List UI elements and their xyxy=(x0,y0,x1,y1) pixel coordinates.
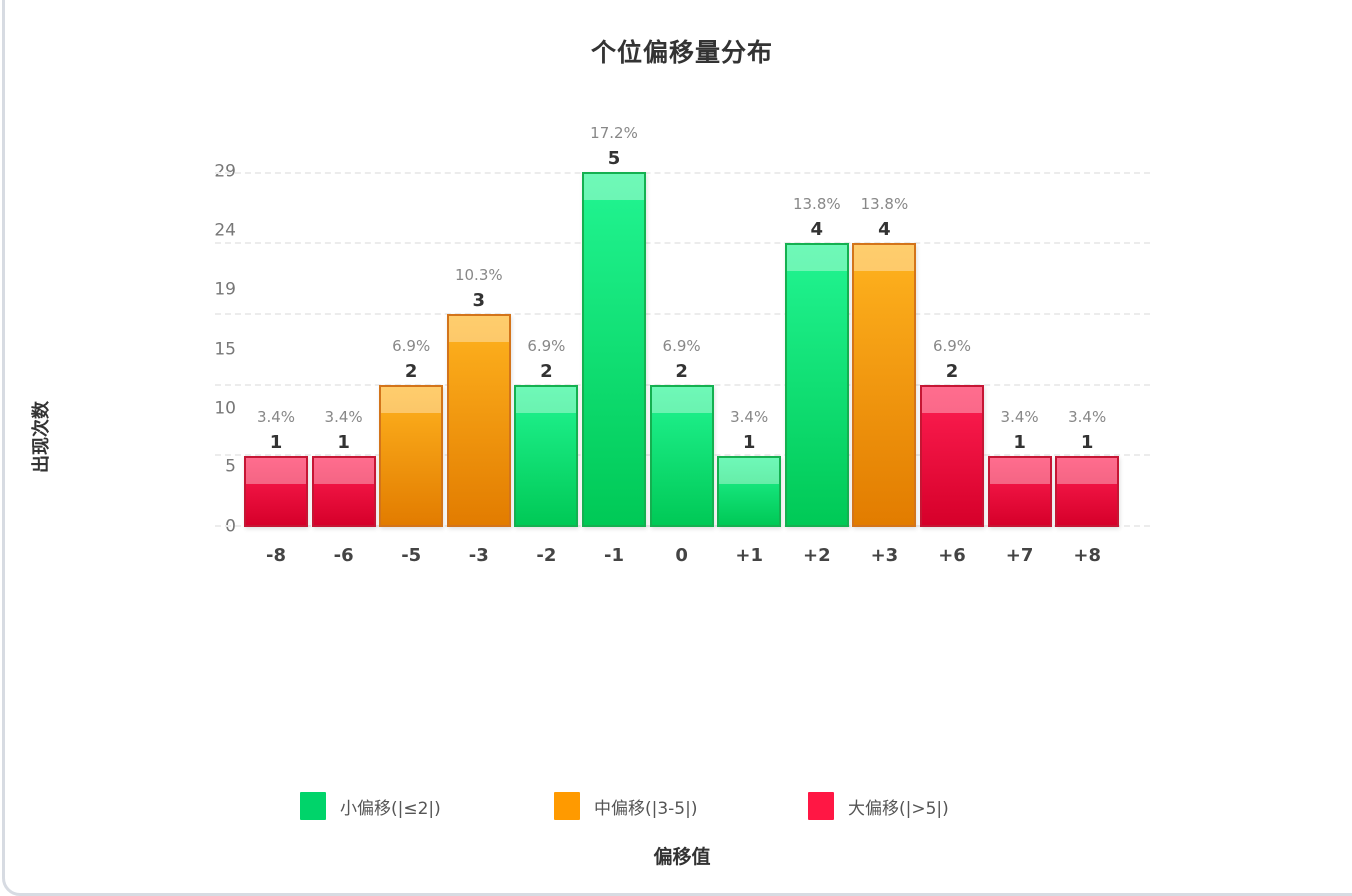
legend-swatch-red xyxy=(808,792,834,820)
y-axis-title: 出现次数 xyxy=(31,401,52,473)
bar--3[interactable] xyxy=(446,314,511,527)
bar-+8[interactable] xyxy=(1055,456,1120,527)
x-tick-label: +6 xyxy=(938,545,966,566)
bar-highlight xyxy=(381,387,442,413)
bar-percent-label: 6.9% xyxy=(932,337,972,355)
bar-highlight xyxy=(786,245,847,271)
bar-percent-label: 3.4% xyxy=(730,408,769,426)
y-tick-label: 24 xyxy=(214,220,236,241)
bar-+1[interactable] xyxy=(717,456,782,527)
bar-percent-label: 6.9% xyxy=(662,337,701,355)
gridline xyxy=(215,313,1150,315)
x-tick-label: +3 xyxy=(870,545,899,566)
bar-count-label: 2 xyxy=(675,361,688,382)
bar-highlight xyxy=(448,316,509,342)
x-tick-label: +7 xyxy=(1005,545,1034,566)
bar-highlight xyxy=(854,245,915,271)
bar-percent-label: 3.4% xyxy=(1068,408,1107,426)
bar-highlight xyxy=(651,387,712,413)
y-tick-label: 5 xyxy=(225,456,236,477)
bar-count-label: 1 xyxy=(269,432,283,453)
bar-count-label: 1 xyxy=(337,432,350,453)
bar-percent-label: 13.8% xyxy=(860,195,909,213)
bar-percent-label: 10.3% xyxy=(454,266,503,284)
bar-highlight xyxy=(313,458,374,484)
bar-+3[interactable] xyxy=(852,243,917,527)
bar-percent-label: 17.2% xyxy=(590,124,638,142)
x-tick-label: -3 xyxy=(468,545,489,566)
bar-highlight xyxy=(246,458,306,484)
bar-highlight xyxy=(922,387,982,413)
x-axis-title: 偏移值 xyxy=(653,846,711,868)
bar-highlight xyxy=(989,458,1050,484)
y-tick-label: 29 xyxy=(214,161,236,182)
bar-highlight xyxy=(584,174,644,200)
bar--6[interactable] xyxy=(311,456,376,527)
x-tick-label: -2 xyxy=(536,545,557,566)
legend-label: 中偏移(|3-5|) xyxy=(594,798,698,819)
bar-count-label: 1 xyxy=(742,432,756,453)
x-tick-label: -6 xyxy=(333,545,354,566)
x-tick-label: -5 xyxy=(401,545,422,566)
bar-+6[interactable] xyxy=(920,385,984,527)
x-tick-label: +1 xyxy=(735,545,763,566)
bar-count-label: 2 xyxy=(404,361,418,382)
bar-+7[interactable] xyxy=(987,456,1052,527)
y-tick-label: 15 xyxy=(214,339,236,360)
legend-label: 大偏移(|>5|) xyxy=(848,798,949,819)
legend-item-small-offset[interactable]: 小偏移(|≤2|) xyxy=(300,792,441,820)
bar--1[interactable] xyxy=(582,172,646,527)
legend-item-large-offset[interactable]: 大偏移(|>5|) xyxy=(808,792,949,820)
y-tick-label: 0 xyxy=(225,516,236,537)
bar-+2[interactable] xyxy=(784,243,849,527)
x-tick-label: -1 xyxy=(604,545,624,566)
bar--8[interactable] xyxy=(244,456,308,527)
gridline xyxy=(215,172,1150,174)
chart-title: 个位偏移量分布 xyxy=(590,38,773,67)
bar-count-label: 3 xyxy=(472,290,486,311)
bar-count-label: 1 xyxy=(1080,432,1094,453)
bar-percent-label: 3.4% xyxy=(256,408,296,426)
bar-percent-label: 13.8% xyxy=(792,195,841,213)
bar-percent-label: 6.9% xyxy=(392,337,431,355)
bar-count-label: 5 xyxy=(607,148,621,169)
legend-swatch-green xyxy=(300,792,326,820)
gridline xyxy=(215,242,1150,244)
legend-swatch-orange xyxy=(554,792,580,820)
bar-highlight xyxy=(516,387,577,413)
y-tick-label: 19 xyxy=(214,279,236,300)
x-tick-label: +8 xyxy=(1073,545,1101,566)
legend-item-medium-offset[interactable]: 中偏移(|3-5|) xyxy=(554,792,698,820)
bar-percent-label: 3.4% xyxy=(1000,408,1039,426)
bar-count-label: 4 xyxy=(878,219,891,240)
legend-label: 小偏移(|≤2|) xyxy=(340,798,441,819)
bar-0[interactable] xyxy=(649,385,714,527)
x-tick-label: -8 xyxy=(266,545,286,566)
bar-count-label: 2 xyxy=(945,361,959,382)
bar-count-label: 1 xyxy=(1013,432,1026,453)
bar-highlight xyxy=(1057,458,1118,484)
bar-percent-label: 3.4% xyxy=(324,408,363,426)
bar-highlight xyxy=(719,458,780,484)
x-tick-label: +2 xyxy=(802,545,831,566)
bar--5[interactable] xyxy=(379,385,444,527)
bar-count-label: 2 xyxy=(540,361,553,382)
y-tick-label: 10 xyxy=(214,398,236,419)
x-tick-label: 0 xyxy=(675,545,688,566)
bar-percent-label: 6.9% xyxy=(527,337,566,355)
bar--2[interactable] xyxy=(514,385,579,527)
bar-count-label: 4 xyxy=(810,219,824,240)
